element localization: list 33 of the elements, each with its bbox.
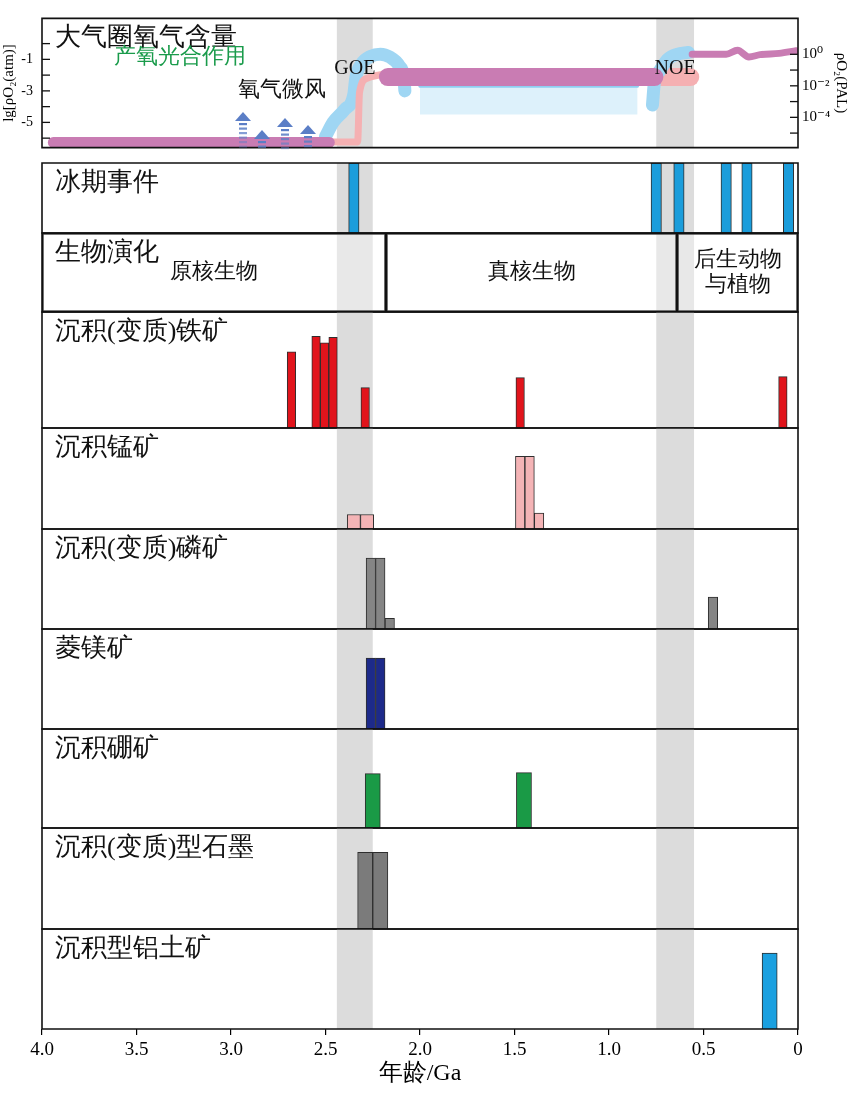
series-label: 真核生物	[487, 258, 576, 284]
x-tick-label: 2.5	[313, 1038, 338, 1060]
chart-title: 冰期事件	[55, 166, 159, 196]
x-tick-label: 2.0	[408, 1038, 432, 1060]
band-label: GOE	[334, 55, 376, 78]
series-label: 原核生物	[169, 258, 258, 284]
x-tick-label: 0	[793, 1038, 803, 1060]
y2-tick-label: 10⁻²	[802, 76, 830, 93]
annotation: 氧气微风	[238, 75, 326, 101]
y-axis-title: lg[ρO₂(atm)]	[0, 44, 17, 122]
x-axis-title: 年龄/Ga	[378, 1058, 462, 1085]
x-tick-label: 1.0	[597, 1038, 621, 1060]
y-tick-label: -5	[21, 114, 33, 130]
x-tick-label: 1.5	[502, 1038, 527, 1060]
chart-title: 沉积(变质)铁矿	[55, 315, 229, 345]
chart-title: 沉积锰矿	[55, 431, 159, 461]
x-tick-label: 3.0	[219, 1038, 243, 1060]
y2-axis-title: ρO₂(PAL)	[833, 52, 850, 114]
y2-tick-label: 10⁰	[802, 45, 824, 62]
x-tick-label: 4.0	[30, 1038, 54, 1060]
chart-title: 菱镁矿	[55, 632, 133, 662]
y-tick-label: -3	[21, 82, 33, 98]
chart-title: 沉积硼矿	[55, 732, 159, 762]
chart-title: 沉积(变质)型石墨	[55, 831, 255, 861]
band-label: NOE	[654, 55, 696, 78]
chart-title: 沉积(变质)磷矿	[55, 532, 229, 562]
chart-title: 沉积型铝土矿	[55, 932, 211, 962]
x-tick-label: 3.5	[124, 1038, 149, 1060]
chart-title: 生物演化	[55, 236, 159, 266]
y-tick-label: -1	[21, 51, 33, 67]
x-tick-label: 0.5	[691, 1038, 716, 1060]
y2-tick-label: 10⁻⁴	[802, 108, 831, 125]
series-label: 后生动物与植物	[693, 245, 782, 296]
